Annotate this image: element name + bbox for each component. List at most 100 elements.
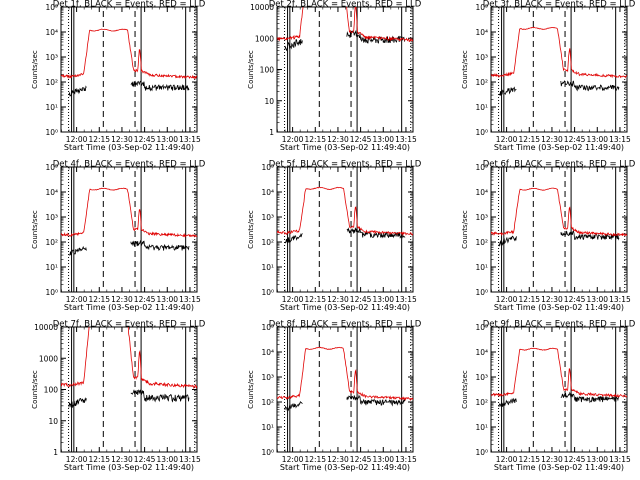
x-tick-label: 12:30 (327, 135, 349, 144)
x-axis-label: Start Time (03-Sep-02 11:49:40) (494, 463, 624, 472)
x-tick-label: 13:15 (179, 455, 201, 464)
x-tick-label: 13:00 (156, 455, 178, 464)
plot-frame (276, 6, 414, 133)
x-tick-label: 12:45 (134, 295, 156, 304)
x-tick-label: 12:15 (518, 455, 540, 464)
y-tick-label: 10 (48, 417, 58, 426)
y-tick-label: 100 (44, 386, 59, 395)
detector-panel-7: Det 7f, BLACK = Events, RED = LLD 1 10 100 1… (31, 320, 206, 473)
y-tick-label: 10⁵ (475, 3, 488, 12)
y-axis-label: Counts/sec (31, 370, 39, 409)
x-tick-label: 12:00 (496, 455, 518, 464)
x-tick-label: 12:00 (66, 135, 88, 144)
x-axis-label: Start Time (03-Sep-02 11:49:40) (64, 303, 194, 312)
detector-panel-4: Det 4f, BLACK = Events, RED = LLD 10⁰ 10¹ 1… (31, 160, 206, 313)
x-axis-label: Start Time (03-Sep-02 11:49:40) (280, 463, 410, 472)
y-tick-label: 10⁴ (475, 28, 488, 37)
y-tick-label: 10000 (250, 3, 274, 12)
panel-title: Det 1f, BLACK = Events, RED = LLD (53, 0, 206, 10)
x-tick-label: 12:30 (541, 295, 563, 304)
panel-title: Det 4f, BLACK = Events, RED = LLD (53, 160, 206, 170)
series-layer (277, 186, 413, 244)
y-tick-label: 10¹ (475, 103, 488, 112)
detector-panel-5: Det 5f, BLACK = Events, RED = LLD 10⁰ 10¹ 1… (247, 160, 422, 313)
y-tick-label: 10¹ (261, 423, 274, 432)
x-tick-label: 13:00 (156, 295, 178, 304)
time-markers (284, 327, 412, 452)
x-tick-label: 12:15 (88, 455, 110, 464)
x-tick-label: 12:00 (282, 295, 304, 304)
series-events-line (498, 80, 620, 97)
y-tick-label: 10² (475, 78, 488, 87)
y-tick-label: 10² (45, 238, 58, 247)
y-tick-label: 10⁵ (475, 163, 488, 172)
y-tick-label: 10⁰ (45, 128, 58, 137)
x-tick-label: 12:30 (111, 455, 133, 464)
y-tick-label: 100 (260, 66, 275, 75)
x-tick-label: 12:00 (66, 295, 88, 304)
plot-frame (490, 6, 628, 133)
y-tick-label: 10² (475, 398, 488, 407)
x-tick-label: 12:45 (564, 135, 586, 144)
x-tick-label: 12:15 (518, 135, 540, 144)
plot-frame (490, 166, 628, 293)
x-tick-label: 13:00 (372, 135, 394, 144)
series-lld-line (61, 187, 197, 238)
y-tick-label: 10 (264, 97, 274, 106)
plot-frame (490, 326, 628, 453)
time-markers (498, 7, 626, 132)
series-lld-line (61, 327, 197, 390)
x-tick-label: 12:45 (134, 455, 156, 464)
series-layer (491, 187, 627, 247)
series-layer (61, 28, 197, 97)
x-tick-label: 13:15 (609, 135, 631, 144)
y-tick-label: 10⁵ (45, 163, 58, 172)
plot-frame (60, 326, 198, 453)
time-markers (68, 167, 196, 292)
y-tick-label: 10² (261, 238, 274, 247)
x-axis-label: Start Time (03-Sep-02 11:49:40) (64, 143, 194, 152)
x-tick-label: 13:15 (179, 135, 201, 144)
time-markers (68, 7, 196, 132)
x-tick-label: 12:00 (496, 295, 518, 304)
panel-title: Det 9f, BLACK = Events, RED = LLD (483, 320, 636, 330)
y-tick-label: 10³ (261, 373, 274, 382)
x-tick-label: 12:30 (541, 455, 563, 464)
detector-panel-8: Det 8f, BLACK = Events, RED = LLD 10⁰ 10¹ 1… (247, 320, 422, 473)
y-tick-label: 10⁰ (261, 448, 274, 457)
y-tick-label: 10² (45, 78, 58, 87)
series-lld-line (277, 186, 413, 237)
y-tick-label: 10³ (475, 213, 488, 222)
y-tick-label: 10⁰ (475, 288, 488, 297)
time-markers (284, 7, 412, 132)
y-tick-label: 10⁵ (475, 323, 488, 332)
y-tick-label: 10⁴ (45, 28, 58, 37)
series-events-line (68, 80, 190, 97)
y-tick-label: 10³ (475, 53, 488, 62)
x-tick-label: 13:00 (586, 135, 608, 144)
x-tick-label: 12:15 (304, 135, 326, 144)
y-tick-label: 10⁰ (475, 448, 488, 457)
y-tick-label: 10¹ (45, 263, 58, 272)
time-markers (498, 167, 626, 292)
panel-title: Det 7f, BLACK = Events, RED = LLD (53, 320, 206, 330)
y-tick-label: 10¹ (475, 263, 488, 272)
y-axis-label: Counts/sec (31, 210, 39, 249)
series-layer (491, 26, 627, 97)
series-layer (61, 327, 197, 408)
series-events-line (284, 227, 406, 244)
detector-panel-6: Det 6f, BLACK = Events, RED = LLD 10⁰ 10¹ 1… (461, 160, 636, 313)
series-lld-line (491, 347, 627, 398)
y-axis-label: Counts/sec (461, 50, 469, 89)
x-tick-label: 12:15 (518, 295, 540, 304)
series-events-line (284, 29, 406, 52)
y-tick-label: 10⁵ (261, 323, 274, 332)
x-tick-label: 12:30 (327, 295, 349, 304)
x-tick-label: 12:30 (111, 135, 133, 144)
x-tick-label: 12:45 (350, 455, 372, 464)
series-lld-line (491, 187, 627, 237)
series-lld-line (277, 7, 413, 43)
series-layer (61, 187, 197, 256)
x-axis-label: Start Time (03-Sep-02 11:49:40) (64, 463, 194, 472)
x-tick-label: 12:45 (134, 135, 156, 144)
